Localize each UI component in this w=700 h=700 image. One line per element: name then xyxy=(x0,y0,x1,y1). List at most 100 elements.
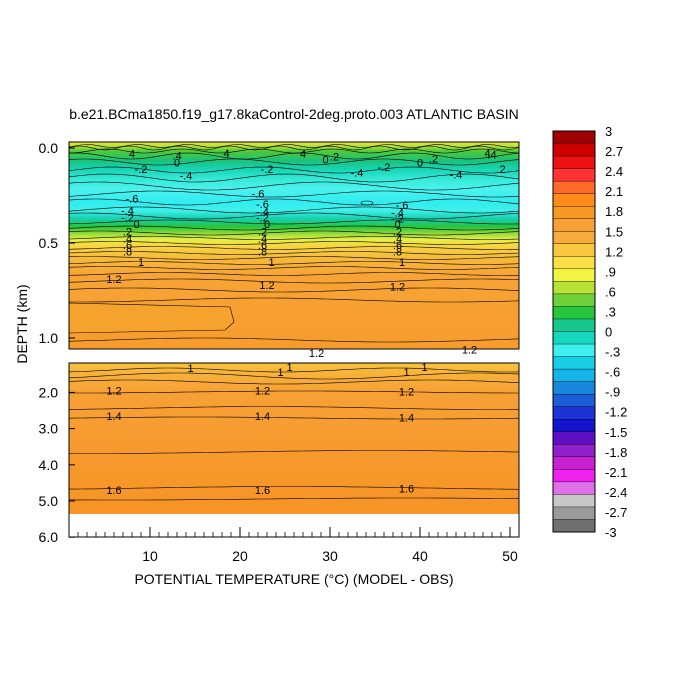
contour-label: -.2 xyxy=(135,164,148,176)
lower-contour-lines xyxy=(68,367,520,501)
y-tick-label: 0.5 xyxy=(39,235,59,251)
contour-label-text: 1.2 xyxy=(106,386,121,398)
upper-contour-lines xyxy=(68,144,520,343)
contour-label-text: .2 xyxy=(123,227,132,239)
contour-label-text: 0 xyxy=(174,157,180,169)
colorbar-label: -3 xyxy=(605,525,617,540)
colorbar-label: 1.8 xyxy=(605,204,623,219)
contour-line xyxy=(68,367,520,373)
contour-label: 1 xyxy=(138,257,144,269)
contour-label-text: 1.2 xyxy=(462,344,477,356)
contour-label-text: .6 xyxy=(258,240,267,252)
contour-label: 4 xyxy=(223,148,229,160)
contour-label: -.2 xyxy=(121,212,134,224)
contour-label: 0 xyxy=(417,157,423,169)
contour-line xyxy=(68,337,520,343)
colorbar-label: -1.8 xyxy=(605,445,627,460)
colorbar-swatch xyxy=(552,481,596,495)
colorbar-label: .9 xyxy=(605,264,616,279)
contour-label-text: -.4 xyxy=(351,168,364,180)
colorbar-swatch xyxy=(552,393,596,408)
contour-label: 1 xyxy=(421,362,427,374)
colorbar-swatch xyxy=(552,193,596,207)
contour-line xyxy=(69,297,520,303)
contour-label: 1.2 xyxy=(462,344,477,356)
warm-anomaly-patch xyxy=(68,302,235,334)
contour-label-text: 1.2 xyxy=(259,280,274,292)
colorbar-swatch xyxy=(552,268,596,282)
y-axis-upper: 0.0 0.5 1.0 xyxy=(39,140,75,346)
colorbar-label: -1.5 xyxy=(605,425,627,440)
contour-label: -.6 xyxy=(126,193,139,205)
contour-label-text: -.4 xyxy=(180,171,193,183)
contour-label-text: -.2 xyxy=(121,212,134,224)
contour-label-text: 1.2 xyxy=(106,274,121,286)
colorbar-swatch xyxy=(552,431,596,445)
contour-label-text: -.2 xyxy=(261,164,274,176)
colorbar-swatch xyxy=(552,469,596,483)
contour-label: -.6 xyxy=(396,200,409,212)
contour-label-text: -.4 xyxy=(450,170,463,182)
contour-label: 0 xyxy=(394,219,400,231)
contour-label-text: 1 xyxy=(399,257,405,269)
colorbar-swatch xyxy=(552,519,596,533)
contour-line xyxy=(68,287,520,293)
colorbar-swatch xyxy=(552,168,596,182)
contour-label-text: .2 xyxy=(496,164,505,176)
contour-label: .8 xyxy=(123,247,132,259)
contour-label: 4 xyxy=(484,148,490,160)
contour-label-text: 4 xyxy=(223,148,229,160)
contour-line xyxy=(68,450,520,454)
contour-label: -.4 xyxy=(450,170,463,182)
contour-line xyxy=(68,158,520,166)
contour-label-text: -.4 xyxy=(391,208,404,220)
contour-label-text: -.6 xyxy=(252,189,265,201)
x-tick-label: 30 xyxy=(322,548,338,564)
contour-label: -.2 xyxy=(378,162,391,174)
colorbar-swatch xyxy=(552,356,596,370)
contour-line xyxy=(68,198,520,206)
contour-label-text: .4 xyxy=(123,233,132,245)
colorbar-label: 1.5 xyxy=(605,224,623,239)
colorbar-swatch xyxy=(552,155,596,170)
contour-label-text: .8 xyxy=(393,247,402,259)
contour-label-text: .4 xyxy=(172,151,181,163)
contour-label: 1 xyxy=(399,257,405,269)
contour-label: .4 xyxy=(123,233,132,245)
contour-line xyxy=(68,251,520,255)
x-tick-label: 20 xyxy=(232,548,248,564)
colorbar-swatch xyxy=(552,368,596,383)
colorbar-swatch xyxy=(552,243,596,257)
y-axis-title: DEPTH (km) xyxy=(14,284,30,363)
x-axis: 10 20 30 40 50 xyxy=(142,527,518,564)
colorbar-label: 3 xyxy=(605,124,612,139)
contour-line xyxy=(68,190,520,198)
y-tick-label: 0.0 xyxy=(39,140,59,156)
colorbar-swatch xyxy=(552,306,596,320)
contour-label-text: 1.2 xyxy=(309,348,324,360)
colorbar-swatch xyxy=(552,218,596,232)
contour-line xyxy=(68,372,520,380)
colorbar-swatch xyxy=(552,180,596,195)
colorbar-label: -2.4 xyxy=(605,485,627,500)
contour-label: 1.2 xyxy=(106,386,121,398)
contour-label-text: .8 xyxy=(258,247,267,259)
contour-label: .8 xyxy=(258,247,267,259)
contour-label-text: -.2 xyxy=(256,212,269,224)
contour-label-text: 1 xyxy=(268,257,274,269)
contour-label: .2 xyxy=(429,153,438,165)
contour-line xyxy=(68,225,520,231)
x-tick-label: 50 xyxy=(502,548,518,564)
contour-label-text: 1.4 xyxy=(106,411,121,423)
y-tick-label: 5.0 xyxy=(39,493,59,509)
contour-label: 1.2 xyxy=(390,282,405,294)
contour-label-text: .2 xyxy=(330,152,339,164)
colorbar-label: 1.2 xyxy=(605,244,623,259)
contour-label: -.6 xyxy=(252,189,265,201)
contour-label: .2 xyxy=(330,152,339,164)
colorbar-label: -2.1 xyxy=(605,465,627,480)
contour-label-text: .8 xyxy=(123,247,132,259)
contour-label: 1.2 xyxy=(399,386,414,398)
contour-label: .6 xyxy=(393,240,402,252)
contour-label: 1.4 xyxy=(106,411,121,423)
